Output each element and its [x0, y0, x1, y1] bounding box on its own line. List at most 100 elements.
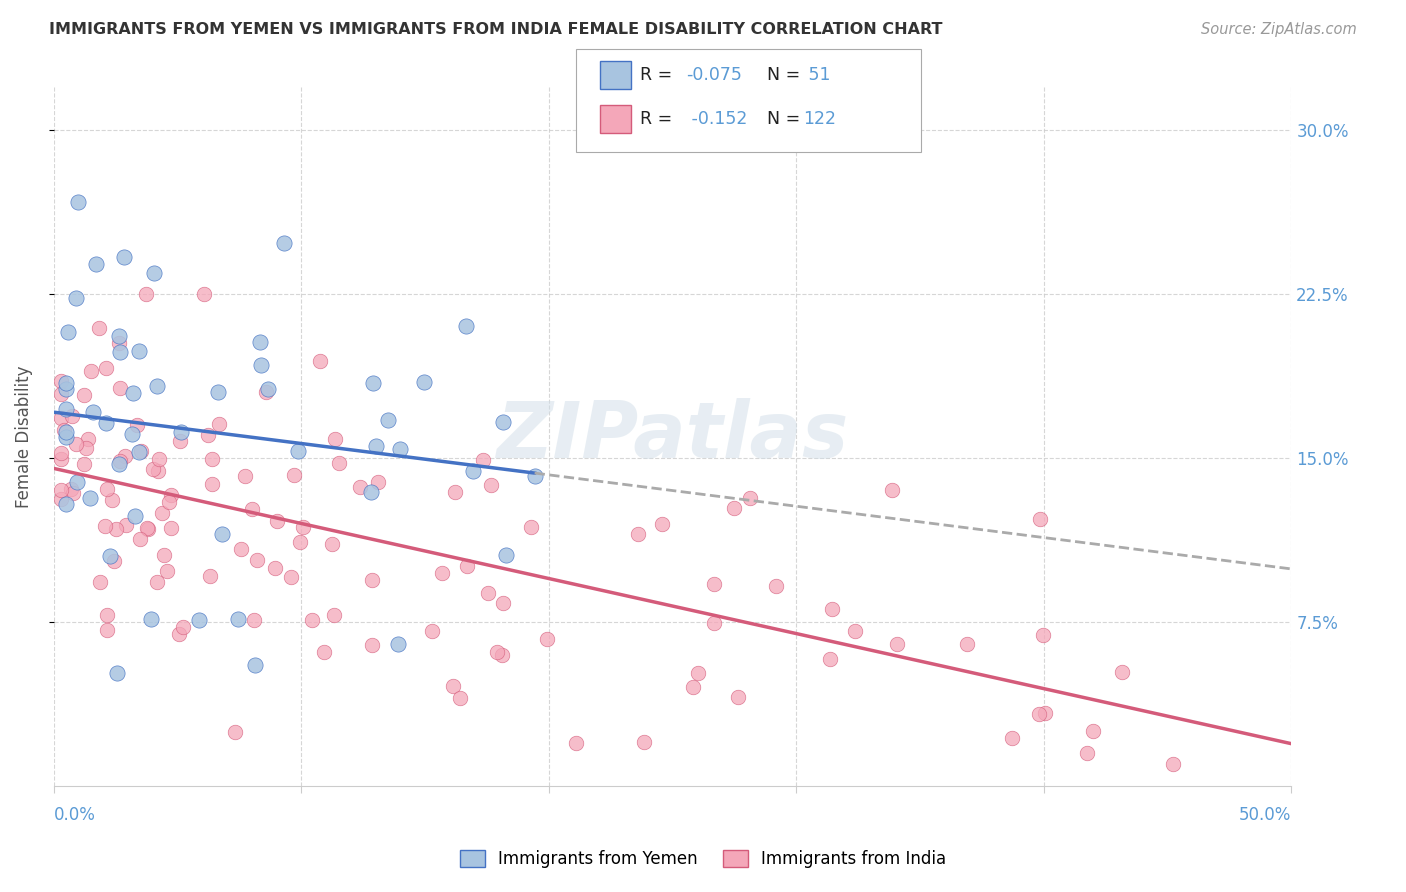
Point — [145, 379, 167, 393]
Point — [160, 488, 183, 502]
Point — [55, 429, 77, 443]
Point — [51, 452, 73, 467]
Point — [172, 620, 194, 634]
Text: 51: 51 — [803, 66, 831, 84]
Point — [89, 575, 111, 590]
Point — [51, 492, 73, 507]
Point — [377, 413, 399, 427]
Point — [107, 335, 129, 350]
Point — [314, 645, 336, 659]
Point — [112, 251, 135, 265]
Point — [461, 464, 484, 478]
Point — [226, 612, 249, 626]
Point — [246, 552, 269, 566]
Point — [231, 541, 253, 556]
Point — [723, 500, 745, 515]
Point — [51, 483, 73, 498]
Point — [249, 358, 271, 372]
Point — [387, 637, 409, 651]
Point — [1001, 731, 1024, 745]
Point — [682, 680, 704, 694]
Point — [55, 497, 77, 511]
Text: R =: R = — [640, 66, 678, 84]
Point — [432, 566, 454, 581]
Point — [51, 374, 73, 388]
Point — [844, 624, 866, 638]
Point — [1111, 665, 1133, 679]
Point — [65, 437, 87, 451]
Point — [266, 514, 288, 528]
Point — [1081, 723, 1104, 738]
Point — [193, 287, 215, 301]
Point — [651, 516, 673, 531]
Point — [128, 533, 150, 547]
Point — [308, 354, 330, 368]
Point — [727, 690, 749, 704]
Point — [360, 638, 382, 652]
Point — [495, 548, 517, 562]
Point — [55, 382, 77, 396]
Point — [454, 318, 477, 333]
Point — [136, 521, 159, 535]
Point — [273, 236, 295, 251]
Text: N =: N = — [756, 66, 806, 84]
Point — [287, 444, 309, 458]
Point — [477, 585, 499, 599]
Point — [520, 520, 543, 534]
Point — [93, 519, 115, 533]
Point — [449, 690, 471, 705]
Point — [187, 613, 209, 627]
Point — [128, 445, 150, 459]
Point — [818, 652, 841, 666]
Point — [328, 456, 350, 470]
Point — [1029, 511, 1052, 525]
Point — [55, 425, 77, 439]
Text: N =: N = — [756, 110, 806, 128]
Point — [291, 520, 314, 534]
Legend: Immigrants from Yemen, Immigrants from India: Immigrants from Yemen, Immigrants from I… — [453, 843, 953, 875]
Point — [201, 451, 224, 466]
Text: 122: 122 — [803, 110, 835, 128]
Point — [142, 461, 165, 475]
Point — [55, 402, 77, 417]
Point — [60, 409, 83, 424]
Point — [479, 478, 502, 492]
Point — [633, 734, 655, 748]
Point — [170, 425, 193, 439]
Point — [322, 608, 344, 623]
Point — [627, 527, 650, 541]
Point — [361, 573, 384, 587]
Point — [240, 502, 263, 516]
Point — [114, 518, 136, 533]
Point — [103, 554, 125, 568]
Point — [80, 364, 103, 378]
Point — [59, 482, 82, 496]
Point — [108, 457, 131, 471]
Point — [688, 666, 710, 681]
Point — [142, 266, 165, 280]
Point — [98, 549, 121, 563]
Point — [94, 416, 117, 430]
Point — [740, 491, 762, 505]
Point — [157, 495, 180, 509]
Text: ZIPatlas: ZIPatlas — [496, 399, 849, 475]
Point — [1076, 746, 1098, 760]
Point — [420, 624, 443, 639]
Point — [139, 612, 162, 626]
Point — [211, 527, 233, 541]
Text: -0.075: -0.075 — [686, 66, 742, 84]
Point — [79, 491, 101, 505]
Point — [443, 485, 465, 500]
Point — [491, 648, 513, 662]
Point — [233, 469, 256, 483]
Point — [67, 195, 90, 210]
Point — [110, 381, 132, 395]
Point — [243, 657, 266, 672]
Point — [55, 376, 77, 391]
Point — [134, 287, 156, 301]
Point — [1032, 628, 1054, 642]
Point — [880, 483, 903, 498]
Point — [75, 441, 97, 455]
Point — [84, 257, 107, 271]
Point — [955, 637, 977, 651]
